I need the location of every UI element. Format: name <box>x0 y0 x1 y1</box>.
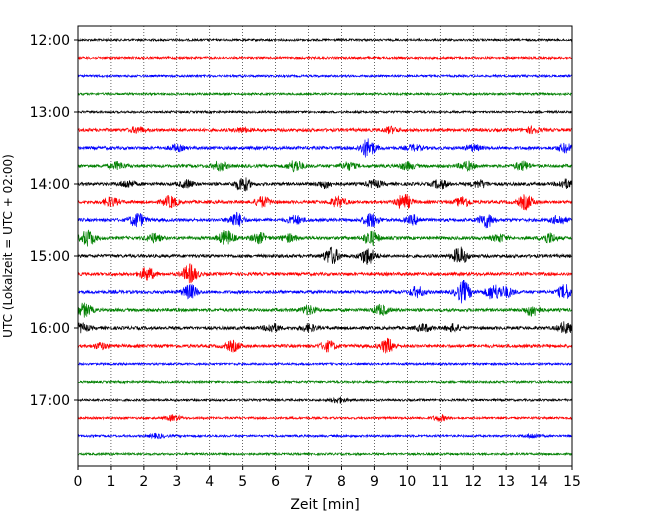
y-tick-label: 17:00 <box>30 393 70 409</box>
y-tick-label: 13:00 <box>30 105 70 121</box>
trace-line <box>77 414 573 422</box>
trace-line <box>77 379 573 385</box>
trace-line <box>77 160 573 173</box>
trace-line <box>77 396 573 404</box>
plot-frame <box>77 25 573 467</box>
trace-line <box>77 211 573 229</box>
x-tick-label: 5 <box>238 474 247 490</box>
x-tick-label: 12 <box>464 474 482 490</box>
y-tick-label: 16:00 <box>30 321 70 337</box>
x-tick-label: 14 <box>530 474 548 490</box>
x-tick-label: 8 <box>337 474 346 490</box>
vertical-grid <box>110 26 540 466</box>
y-tick-label: 12:00 <box>30 33 70 49</box>
trace-line <box>77 124 573 135</box>
trace-line <box>77 279 572 304</box>
trace-line <box>77 91 573 97</box>
trace-line <box>77 337 573 354</box>
trace-line <box>77 432 573 440</box>
trace-line <box>77 263 573 284</box>
x-tick-label: 15 <box>563 474 581 490</box>
trace-line <box>77 177 573 192</box>
x-tick-label: 10 <box>398 474 416 490</box>
trace-line <box>77 451 573 457</box>
trace-line <box>77 37 573 43</box>
x-axis-ticks: 0 1 2 3 4 5 6 7 8 9 10 11 12 13 14 15 <box>74 466 581 490</box>
trace-line <box>77 361 573 367</box>
x-tick-label: 9 <box>370 474 379 490</box>
y-axis-ticks: 12:00 13:00 14:00 15:00 16:00 17:00 <box>30 33 78 409</box>
trace-line <box>77 194 573 211</box>
x-tick-label: 11 <box>431 474 449 490</box>
trace-line <box>77 246 573 265</box>
trace-line <box>77 138 573 158</box>
y-tick-label: 15:00 <box>30 249 70 265</box>
x-axis-label: Zeit [min] <box>290 497 359 513</box>
x-tick-label: 3 <box>172 474 181 490</box>
x-tick-label: 13 <box>497 474 515 490</box>
x-tick-label: 1 <box>106 474 115 490</box>
x-tick-label: 7 <box>304 474 313 490</box>
y-axis-label: UTC (Lokalzeit = UTC + 02:00) <box>1 154 15 338</box>
seismic-traces <box>77 37 573 457</box>
trace-line <box>77 73 573 79</box>
x-tick-label: 4 <box>205 474 214 490</box>
x-tick-label: 6 <box>271 474 280 490</box>
trace-line <box>77 55 572 61</box>
trace-line <box>77 302 573 318</box>
x-tick-label: 2 <box>139 474 148 490</box>
y-tick-label: 14:00 <box>30 177 70 193</box>
trace-line <box>77 229 573 247</box>
trace-line <box>77 109 573 115</box>
trace-line <box>77 321 573 334</box>
x-tick-label: 0 <box>74 474 83 490</box>
